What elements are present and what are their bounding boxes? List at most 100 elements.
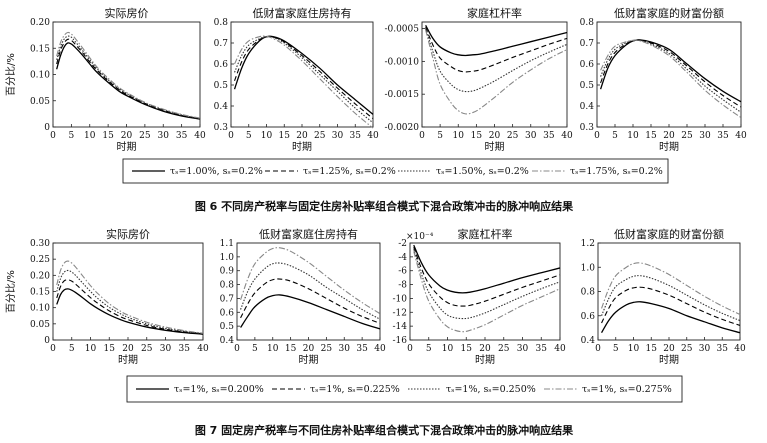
series-line — [56, 31, 201, 119]
x-tick-label: 30 — [158, 131, 170, 141]
x-tick-label: 10 — [442, 344, 454, 354]
x-tick-label: 35 — [356, 344, 368, 354]
x-tick-label: 20 — [663, 344, 675, 354]
series-line — [600, 39, 742, 108]
y-tick-label: 1.2 — [581, 239, 595, 249]
y-tick-label: 0.3 — [214, 123, 229, 133]
y-tick-label: 1.1 — [220, 239, 234, 249]
series-line — [56, 38, 201, 120]
series-line — [234, 35, 374, 129]
series-line — [413, 251, 561, 333]
legend-figure-6: τₛ=1.00%, sₛ=0.2% τₛ=1.25%, sₛ=0.2% τₛ=1… — [122, 158, 669, 184]
y-tick-label: 0.15 — [30, 288, 50, 298]
x-tick-label: 15 — [645, 131, 657, 141]
y-tick-label: -12 — [393, 308, 408, 318]
series-line — [234, 35, 374, 120]
series-line — [233, 35, 374, 115]
panel-title: 低财富家庭住房持有 — [253, 6, 352, 20]
series-line — [56, 35, 201, 120]
legend-box — [126, 375, 683, 403]
x-tick-label: 30 — [699, 131, 711, 141]
x-tick-label: 0 — [228, 131, 234, 141]
legend-figure-7: τₛ=1%, sₛ=0.200% τₛ=1%, sₛ=0.225% τₛ=1%,… — [126, 375, 683, 403]
x-tick-label: 0 — [419, 131, 425, 141]
x-tick-label: 15 — [646, 344, 658, 354]
y-tick-label: 0.8 — [214, 18, 229, 28]
series-line — [56, 269, 204, 335]
x-tick-label: 0 — [595, 344, 601, 354]
plot-frame — [409, 242, 561, 341]
y-tick-label: -10 — [393, 294, 408, 304]
legend-label: τₛ=1.00%, sₛ=0.2% — [170, 166, 263, 177]
x-tick-label: 15 — [102, 131, 114, 141]
y-tick-label: 0.10 — [30, 71, 50, 81]
y-tick-label: 0 — [44, 336, 50, 346]
x-tick-label: 25 — [681, 344, 693, 354]
legend-label: τₛ=1%, sₛ=0.225% — [310, 384, 400, 395]
x-tick-label: 20 — [489, 131, 501, 141]
y-tick-label: 0.9 — [220, 267, 235, 277]
series-line — [425, 28, 568, 93]
x-axis-label: 时期 — [659, 354, 679, 366]
chart-panel: 0 5 10 15 20 25 30 35 40 0.3 0.4 0.5 0.6 0.7 0.8 低财富家庭的… — [580, 6, 747, 153]
panel-title: 家庭杠杆率 — [467, 6, 522, 20]
x-tick-label: 35 — [717, 344, 729, 354]
plot-frame — [236, 242, 381, 341]
legend-label: τₛ=1%, sₛ=0.200% — [174, 384, 264, 395]
y-tick-label: -6 — [398, 267, 407, 277]
plot-frame — [52, 242, 204, 341]
x-tick-label: 35 — [536, 344, 548, 354]
y-tick-label: 0.5 — [580, 81, 595, 91]
figure-7-caption: 图 7 固定房产税率与不同住房补贴率组合模式下混合政策冲击的脉冲响应结果 — [195, 423, 573, 437]
y-tick-label: 0 — [44, 123, 50, 133]
x-tick-label: 20 — [303, 344, 315, 354]
y-tick-label: 0.15 — [30, 44, 50, 54]
y-tick-label: 0.6 — [581, 312, 596, 322]
series-line — [599, 39, 742, 103]
x-tick-label: 0 — [594, 131, 600, 141]
series-line — [240, 294, 381, 330]
x-tick-label: 15 — [461, 344, 473, 354]
x-tick-label: 5 — [437, 131, 443, 141]
x-tick-label: 20 — [479, 344, 491, 354]
plot-frame — [230, 21, 374, 128]
x-tick-label: 35 — [179, 344, 191, 354]
legend-label: τₛ=1%, sₛ=0.275% — [582, 384, 672, 395]
panels-layer: 0 5 10 15 20 25 30 35 4000.050.100.150.20实际房价时期百… — [5, 6, 747, 366]
series-line — [600, 301, 741, 334]
y-tick-label: 0.6 — [214, 60, 229, 70]
x-tick-label: 10 — [627, 131, 639, 141]
series-line — [425, 27, 568, 73]
x-tick-label: 25 — [681, 131, 693, 141]
y-tick-label: -0.0010 — [384, 57, 419, 67]
x-tick-label: 10 — [628, 344, 640, 354]
panel-title: 实际房价 — [106, 227, 150, 241]
y-tick-label: -2 — [398, 239, 407, 249]
x-tick-label: 35 — [176, 131, 188, 141]
x-tick-label: 0 — [50, 344, 56, 354]
x-axis-label: 时期 — [118, 354, 138, 366]
x-tick-label: 10 — [267, 344, 279, 354]
series-line — [56, 288, 204, 335]
x-tick-label: 30 — [160, 344, 172, 354]
plot-frame — [597, 242, 741, 341]
y-tick-label: 0.8 — [581, 288, 596, 298]
x-axis-label: 时期 — [299, 354, 319, 366]
x-tick-label: 0 — [407, 344, 413, 354]
x-tick-label: 25 — [141, 344, 153, 354]
panel-title: 低财富家庭的财富份额 — [614, 6, 724, 20]
x-tick-label: 5 — [246, 131, 252, 141]
series-line — [56, 42, 201, 120]
y-axis-label: 百分比/% — [5, 53, 17, 96]
x-tick-label: 30 — [332, 131, 344, 141]
series-line — [601, 262, 741, 316]
x-tick-label: 35 — [350, 131, 362, 141]
y-tick-label: 0.6 — [220, 308, 235, 318]
legend-label: τₛ=1%, sₛ=0.250% — [446, 384, 536, 395]
x-axis-label: 时期 — [292, 141, 312, 153]
chart-panel: 0 5 10 15 20 25 30 35 40 0.4 0.5 0.6 0.7 0.8 0.9 1.0 1.1… — [220, 227, 386, 366]
x-tick-label: 40 — [197, 344, 209, 354]
y-tick-label: 0.4 — [220, 336, 235, 346]
chart-panel: 0 5 10 15 20 25 30 35 40 0 0.05 0.10 0.15 0.20 0.25 0.3… — [5, 227, 209, 366]
plot-frame — [596, 21, 742, 128]
